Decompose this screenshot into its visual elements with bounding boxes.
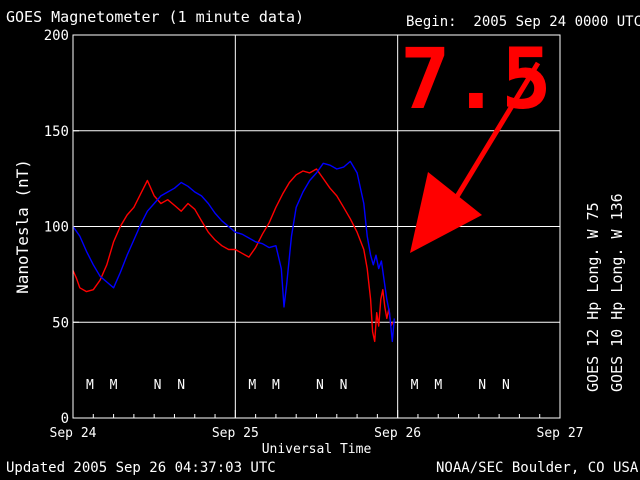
series-line-1 [72, 160, 395, 343]
sector-marker: M [411, 378, 419, 393]
x-tick-label: Sep 25 [212, 426, 259, 441]
sector-marker: N [177, 378, 185, 393]
y-tick-label: 100 [44, 220, 69, 236]
y-axis-ticks: 0 50 100 150 200 [44, 28, 79, 427]
annotation-group: 7.5 [400, 30, 552, 253]
sector-marker: M [272, 378, 280, 393]
sector-marker: M [248, 378, 256, 393]
y-tick-label: 200 [44, 28, 69, 44]
y-tick-label: 150 [44, 124, 69, 140]
chart-title: GOES Magnetometer (1 minute data) [6, 8, 305, 26]
y-axis-label: NanoTesla (nT) [13, 159, 32, 294]
begin-time-label: Begin: 2005 Sep 24 0000 UTC [406, 14, 640, 30]
sector-marker: N [340, 378, 348, 393]
annotation-arrowhead [410, 172, 482, 253]
sector-marker: N [478, 378, 486, 393]
x-axis-ticks: Sep 24 Sep 25 Sep 26 Sep 27 [50, 410, 584, 441]
legend-entry-1: GOES 10 Hp Long. W 136 [608, 193, 626, 392]
sector-marker: N [316, 378, 324, 393]
x-tick-label: Sep 26 [374, 426, 421, 441]
updated-label: Updated 2005 Sep 26 04:37:03 UTC [6, 460, 276, 476]
source-label: NOAA/SEC Boulder, CO USA [436, 460, 639, 476]
x-axis-label: Universal Time [262, 442, 372, 457]
legend: GOES 12 Hp Long. W 75 GOES 10 Hp Long. W … [584, 193, 626, 392]
sector-marker: M [86, 378, 94, 393]
y-tick-label: 50 [52, 315, 69, 331]
x-tick-label: Sep 27 [537, 426, 584, 441]
legend-entry-0: GOES 12 Hp Long. W 75 [584, 202, 602, 392]
y-tick-label: 0 [61, 411, 69, 427]
sector-marker: M [110, 378, 118, 393]
chart-grid [73, 35, 560, 418]
sector-marker: M [434, 378, 442, 393]
sector-marker: N [502, 378, 510, 393]
sector-marker: N [154, 378, 162, 393]
x-tick-label: Sep 24 [50, 426, 97, 441]
plot-frame [72, 34, 561, 419]
series-line-0 [72, 168, 394, 343]
series-lines [72, 160, 395, 343]
